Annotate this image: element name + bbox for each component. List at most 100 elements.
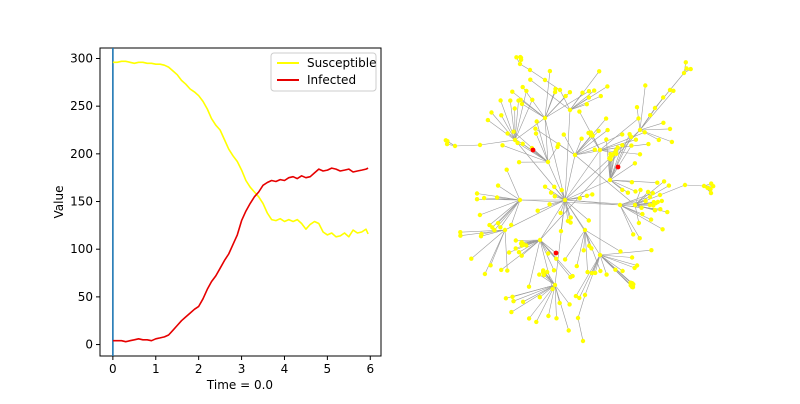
network-node-susceptible [631, 285, 635, 289]
network-node-susceptible [643, 83, 647, 87]
network-node-susceptible [638, 236, 642, 240]
network-node-susceptible [445, 142, 449, 146]
network-node-susceptible [479, 234, 483, 238]
network-node-susceptible [580, 91, 584, 95]
network-node-susceptible [569, 215, 573, 219]
network-nodes [444, 55, 716, 343]
network-node-susceptible [517, 250, 521, 254]
network-node-susceptible [613, 268, 617, 272]
network-edge [555, 285, 569, 331]
network-node-susceptible [488, 263, 492, 267]
network-edge [565, 130, 640, 200]
network-node-susceptible [577, 109, 581, 113]
network-node-susceptible [643, 199, 647, 203]
network-edge [640, 91, 673, 130]
network-edge [578, 318, 583, 341]
network-node-susceptible [516, 98, 520, 102]
network-node-susceptible [653, 106, 657, 110]
network-node-susceptible [511, 130, 515, 134]
network-node-susceptible [661, 95, 665, 99]
network-edge [600, 255, 623, 271]
network-node-susceptible [649, 217, 653, 221]
network-node-susceptible [630, 255, 634, 259]
network-node-susceptible [453, 144, 457, 148]
network-node-susceptible [598, 148, 602, 152]
network-node-susceptible [536, 209, 540, 213]
network-edge [576, 255, 600, 296]
network-node-susceptible [593, 148, 597, 152]
network-node-susceptible [517, 160, 521, 164]
network-node-susceptible [483, 272, 487, 276]
network-edge [565, 110, 570, 200]
network-node-susceptible [553, 87, 557, 91]
network-node-susceptible [558, 88, 562, 92]
y-tick-label: 200 [70, 147, 93, 161]
network-node-susceptible [605, 128, 609, 132]
network-node-susceptible [585, 194, 589, 198]
network-node-susceptible [629, 143, 633, 147]
network-node-susceptible [546, 160, 550, 164]
network-node-susceptible [658, 193, 662, 197]
network-edge [521, 100, 545, 118]
network-node-susceptible [563, 94, 567, 98]
network-edge [620, 205, 640, 238]
network-node-susceptible [620, 188, 624, 192]
network-node-susceptible [597, 69, 601, 73]
network-node-susceptible [511, 299, 515, 303]
network-node-susceptible [562, 132, 566, 136]
network-node-susceptible [543, 116, 547, 120]
network-node-susceptible [648, 113, 652, 117]
network-node-susceptible [563, 257, 567, 261]
network-node-susceptible [553, 283, 557, 287]
network-node-susceptible [546, 314, 550, 318]
network-node-susceptible [521, 300, 525, 304]
series-lines [113, 61, 368, 341]
network-node-susceptible [568, 108, 572, 112]
network-node-susceptible [709, 181, 713, 185]
network-node-susceptible [469, 257, 473, 261]
x-tick-label: 6 [366, 362, 374, 376]
network-edge [501, 115, 515, 140]
network-node-susceptible [638, 152, 642, 156]
network-node-susceptible [498, 225, 502, 229]
network-node-susceptible [510, 90, 514, 94]
network-node-infected [531, 148, 536, 153]
network-node-susceptible [521, 85, 525, 89]
network-node-susceptible [520, 254, 524, 258]
y-tick-label: 100 [70, 242, 93, 256]
network-node-susceptible [579, 137, 583, 141]
network-node-susceptible [558, 301, 562, 305]
x-tick-label: 5 [324, 362, 332, 376]
network-node-susceptible [478, 143, 482, 147]
network-node-susceptible [583, 228, 587, 232]
network-node-susceptible [608, 152, 612, 156]
network-node-susceptible [631, 232, 635, 236]
network-node-susceptible [636, 116, 640, 120]
network-node-susceptible [489, 110, 493, 114]
network-node-susceptible [605, 84, 609, 88]
network-node-susceptible [505, 268, 509, 272]
network-node-susceptible [651, 191, 655, 195]
network-node-susceptible [689, 67, 693, 71]
network-node-susceptible [524, 89, 528, 93]
network-node-susceptible [499, 268, 503, 272]
network-node-susceptible [563, 198, 567, 202]
network-node-susceptible [668, 127, 672, 131]
network-node-susceptible [657, 138, 661, 142]
network-node-susceptible [527, 285, 531, 289]
network-edge [561, 200, 565, 231]
network-node-susceptible [538, 295, 542, 299]
network-node-susceptible [554, 316, 558, 320]
network-node-susceptible [608, 178, 612, 182]
network-node-susceptible [498, 98, 502, 102]
network-node-susceptible [620, 143, 624, 147]
x-axis-label: Time = 0.0 [206, 378, 273, 392]
y-axis-label: Value [52, 186, 66, 219]
network-node-susceptible [592, 88, 596, 92]
network-node-susceptible [475, 191, 479, 195]
network-node-susceptible [515, 141, 519, 145]
network-node-susceptible [646, 190, 650, 194]
